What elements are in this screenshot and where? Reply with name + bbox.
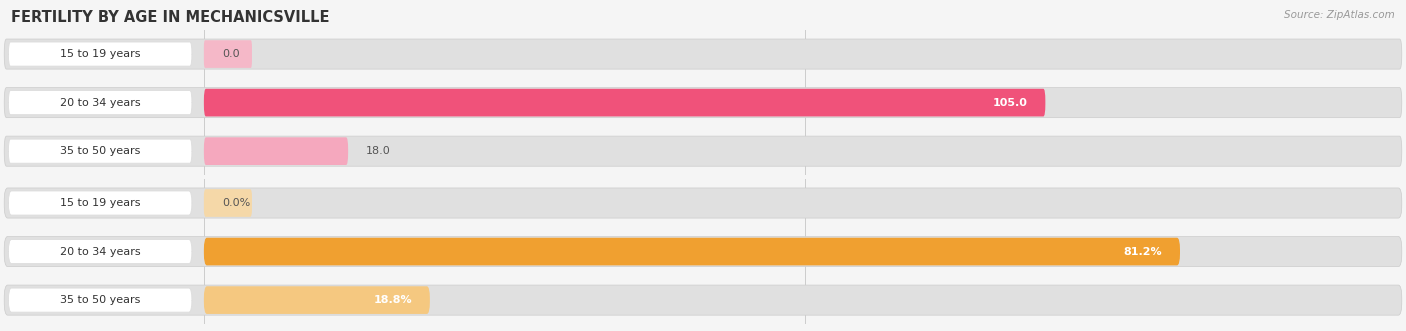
FancyBboxPatch shape: [8, 139, 191, 163]
Text: 20 to 34 years: 20 to 34 years: [60, 247, 141, 257]
Text: FERTILITY BY AGE IN MECHANICSVILLE: FERTILITY BY AGE IN MECHANICSVILLE: [11, 10, 330, 25]
FancyBboxPatch shape: [8, 191, 191, 215]
FancyBboxPatch shape: [204, 286, 430, 314]
Text: 81.2%: 81.2%: [1123, 247, 1161, 257]
FancyBboxPatch shape: [204, 40, 252, 68]
FancyBboxPatch shape: [8, 288, 191, 312]
FancyBboxPatch shape: [4, 285, 1402, 315]
FancyBboxPatch shape: [4, 88, 1402, 118]
FancyBboxPatch shape: [4, 136, 1402, 166]
Text: Source: ZipAtlas.com: Source: ZipAtlas.com: [1284, 10, 1395, 20]
Text: 18.8%: 18.8%: [373, 295, 412, 305]
FancyBboxPatch shape: [8, 240, 191, 263]
FancyBboxPatch shape: [4, 237, 1402, 266]
FancyBboxPatch shape: [4, 188, 1402, 218]
Text: 18.0: 18.0: [366, 146, 391, 156]
FancyBboxPatch shape: [204, 189, 252, 217]
Text: 15 to 19 years: 15 to 19 years: [60, 198, 141, 208]
FancyBboxPatch shape: [204, 137, 349, 165]
Text: 0.0%: 0.0%: [222, 198, 250, 208]
FancyBboxPatch shape: [204, 238, 1180, 265]
Text: 20 to 34 years: 20 to 34 years: [60, 98, 141, 108]
Text: 0.0: 0.0: [222, 49, 239, 59]
Text: 35 to 50 years: 35 to 50 years: [60, 146, 141, 156]
Text: 105.0: 105.0: [993, 98, 1028, 108]
Text: 35 to 50 years: 35 to 50 years: [60, 295, 141, 305]
FancyBboxPatch shape: [8, 91, 191, 115]
FancyBboxPatch shape: [8, 42, 191, 66]
FancyBboxPatch shape: [204, 89, 1045, 117]
FancyBboxPatch shape: [4, 39, 1402, 69]
Text: 15 to 19 years: 15 to 19 years: [60, 49, 141, 59]
